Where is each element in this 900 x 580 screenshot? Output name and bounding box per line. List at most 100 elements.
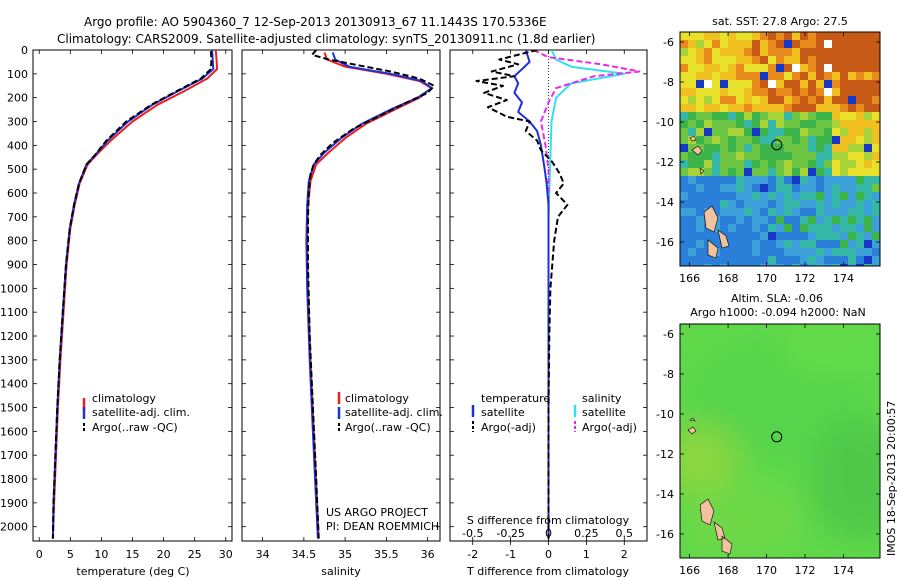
depth-tick-label: 2000 [0,521,28,534]
sst-cell [720,32,728,40]
sla-argo-marker [771,431,783,443]
sst-cell [688,200,696,208]
salinity-tick-label: 35.5 [374,548,399,561]
sst-cell [720,88,728,96]
sst-cell [832,200,840,208]
sst-cell [784,240,792,248]
sst-cell [712,176,720,184]
sst-cell [736,48,744,56]
satellite-adj-clim-line [51,50,215,539]
sst-cell [744,32,752,40]
sst-cell [808,40,816,48]
sst-cell [696,176,704,184]
depth-tick-label: 1900 [0,497,28,510]
sst-cell [792,216,800,224]
sst-cell [720,200,728,208]
sst-cell [728,248,736,256]
sst-cell [704,168,712,176]
sst-cell [712,128,720,136]
lon-tick-label: 174 [833,564,854,577]
sst-cell [808,128,816,136]
sst-cell [696,160,704,168]
sst-cell [752,80,760,88]
sst-cell [800,256,808,264]
sst-cell [696,32,704,40]
sst-cell [792,128,800,136]
sst-cell [856,208,864,216]
sst-cell [824,104,832,112]
sst-cell [760,240,768,248]
sst-cell [840,224,848,232]
sst-cell [792,120,800,128]
sst-cell [872,152,880,160]
salinity-diff-tick-label: -0.25 [496,527,524,540]
sst-cell [736,216,744,224]
sst-cell [832,80,840,88]
sst-cell [800,32,808,40]
sst-cell [808,112,816,120]
sst-cell [688,160,696,168]
sst-cell [872,104,880,112]
sst-cell [792,80,800,88]
temperature-x-ticks: 0 5 10 15 20 25 30 [36,50,233,561]
sst-cell [784,128,792,136]
sst-cell [744,136,752,144]
sst-cell [776,48,784,56]
sst-cell [704,120,712,128]
temperature-series-group [51,50,219,539]
sst-cell [808,144,816,152]
sst-cell [800,64,808,72]
sst-cell [744,40,752,48]
lat-tick-label: -10 [656,408,674,421]
lat-tick-label: -14 [656,196,674,209]
lat-tick-label: -12 [656,156,674,169]
sst-cell [688,88,696,96]
sst-cell [848,96,856,104]
sst-cell [680,176,688,184]
sst-cell [728,112,736,120]
sst-cell [792,112,800,120]
sst-cell [696,144,704,152]
sst-cell [872,168,880,176]
sst-field [680,32,880,266]
sst-cell [696,232,704,240]
sst-cell [792,232,800,240]
sst-cell [704,128,712,136]
sst-cell [752,104,760,112]
legend-climatology-label: climatology [92,392,156,405]
sst-cell [848,144,856,152]
sst-cell [760,136,768,144]
sst-cell [872,216,880,224]
depth-ticks: 0 100 200 300 400 500 600 700 800 900 1000 1100 1200… [0,44,232,534]
sst-cell [784,120,792,128]
sst-cell [680,200,688,208]
depth-tick-label: 0 [21,44,28,57]
sst-cell [680,96,688,104]
sst-cell [824,136,832,144]
sst-cell [800,120,808,128]
sst-cell [736,56,744,64]
sst-cell [792,32,800,40]
sst-cell [856,232,864,240]
sst-cell [824,184,832,192]
sst-cell [792,104,800,112]
salinity-depth-ticks [242,49,440,528]
sst-cell [760,128,768,136]
sst-cell [856,200,864,208]
difference-panel: -0.5 -0.25 0 0.25 0.5 -2 -1 0 1 2 S difference f… [449,49,648,578]
sst-cell [840,192,848,200]
sst-cell [832,184,840,192]
depth-tick-label: 200 [7,92,28,105]
sst-cell [688,224,696,232]
depth-tick-label: 1700 [0,449,28,462]
sst-cell [856,192,864,200]
sst-cell [824,208,832,216]
sst-cell [832,208,840,216]
sst-cell [680,264,688,266]
sst-cell [704,256,712,264]
sst-cell [808,72,816,80]
sst-cell [848,48,856,56]
sst-cell [872,208,880,216]
sst-cell [864,208,872,216]
sst-cell [712,80,720,88]
